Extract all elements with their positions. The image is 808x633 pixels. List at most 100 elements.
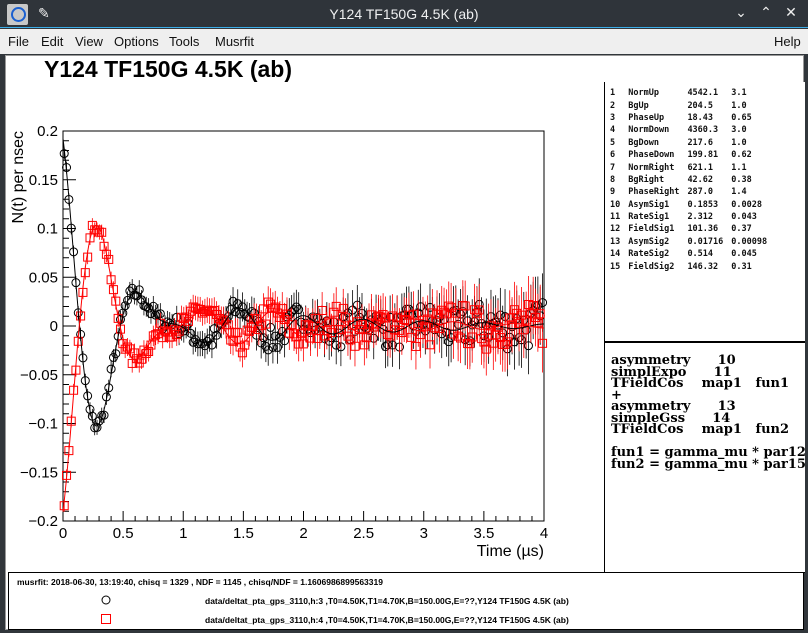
data-point — [289, 329, 299, 339]
param-value: 621.1 — [687, 162, 714, 173]
param-row: 13 AsymSig2 0.01716 0.00098 — [610, 236, 775, 248]
data-point — [331, 301, 341, 311]
data-point — [277, 304, 287, 314]
param-value: 0.514 — [687, 249, 714, 260]
data-point — [174, 326, 184, 336]
param-value: 4542.1 — [687, 88, 719, 99]
data-point — [235, 342, 245, 352]
parameter-table: 1 NormUp 4542.1 3.1 2 BgUp 204.5 1.0 3 PhaseUp 18.… — [604, 82, 805, 342]
pin-icon[interactable]: ✎ — [38, 5, 50, 21]
legend: musrfit: 2018-06-30, 13:19:40, chisq = 1… — [8, 572, 804, 630]
data-point — [477, 334, 487, 344]
menu-edit[interactable]: Edit — [41, 34, 64, 49]
y-tick-label: 0.2 — [37, 123, 58, 140]
param-row: 7 NormRight 621.1 1.1 — [610, 161, 775, 173]
param-name: PhaseRight — [628, 187, 680, 198]
menu-file[interactable]: File — [8, 34, 29, 49]
param-row: 4 NormDown 4360.3 3.0 — [610, 124, 775, 136]
data-point — [425, 302, 435, 312]
legend-marker-circle — [101, 595, 111, 605]
param-name: PhaseDown — [628, 150, 675, 161]
data-point — [280, 336, 290, 346]
plot-title: Y124 TF150G 4.5K (ab) — [44, 56, 292, 82]
param-error: 1.1 — [731, 162, 747, 173]
param-name: AsymSig2 — [628, 236, 670, 247]
data-point — [538, 338, 548, 348]
param-value: 0.01716 — [687, 236, 724, 247]
root-canvas[interactable]: 0 0.5 1 1.5 2 2.5 3 3.5 4 −0.2 −0.15 −0.1 −0.05 0 0.05… — [5, 55, 806, 630]
param-error: 0.31 — [731, 261, 752, 272]
data-point — [106, 275, 116, 285]
data-point — [172, 312, 182, 322]
legend-entry: data/deltat_pta_gps_3110,h:3 ,T0=4.50K,T… — [205, 596, 569, 606]
minimize-icon[interactable]: ⌄ — [735, 4, 747, 20]
close-icon[interactable]: ✕ — [785, 4, 797, 20]
data-point — [130, 348, 140, 358]
data-point — [294, 339, 304, 349]
param-name: BgUp — [628, 100, 649, 111]
data-point — [144, 303, 154, 313]
data-point — [101, 249, 111, 259]
data-point — [118, 339, 128, 349]
plot-area[interactable]: 0 0.5 1 1.5 2 2.5 3 3.5 4 −0.2 −0.15 −0.1 −0.05 0 0.05… — [6, 56, 604, 572]
data-point — [301, 320, 311, 330]
param-error: 0.00098 — [731, 236, 768, 247]
data-point — [359, 340, 369, 350]
param-row: 8 BgRight 42.62 0.38 — [610, 174, 775, 186]
data-point — [345, 335, 355, 345]
data-point — [380, 342, 390, 352]
x-tick-label: 0.5 — [113, 525, 134, 542]
param-index: 3 — [610, 112, 616, 123]
menu-tools[interactable]: Tools — [169, 34, 200, 49]
param-index: 8 — [610, 174, 616, 185]
data-point — [127, 358, 137, 368]
data-point — [200, 307, 210, 317]
param-value: 42.62 — [687, 174, 714, 185]
param-row: 15 FieldSig2 146.32 0.31 — [610, 260, 775, 272]
data-point — [521, 315, 531, 325]
data-point — [406, 332, 416, 342]
data-point — [404, 310, 414, 320]
data-point — [120, 301, 130, 311]
data-point — [516, 310, 526, 320]
data-point — [505, 313, 515, 323]
data-point — [458, 300, 468, 310]
menu-help[interactable]: Help — [774, 34, 801, 49]
data-point — [470, 305, 480, 315]
data-point — [268, 303, 278, 313]
data-point — [512, 308, 522, 318]
data-point — [355, 325, 365, 335]
data-point — [209, 324, 219, 334]
maximize-icon[interactable]: ⌃ — [760, 4, 772, 20]
param-value: 287.0 — [687, 187, 714, 198]
fit-curve — [62, 224, 544, 512]
data-point — [324, 317, 334, 327]
x-tick-label: 0 — [59, 525, 67, 542]
data-point — [263, 297, 273, 307]
param-name: NormRight — [628, 162, 675, 173]
param-row: 9 PhaseRight 287.0 1.4 — [610, 186, 775, 198]
data-point — [329, 307, 339, 317]
param-name: FieldSig1 — [628, 224, 675, 235]
data-point — [331, 340, 341, 350]
data-point — [223, 320, 233, 330]
menu-view[interactable]: View — [75, 34, 103, 49]
data-point — [200, 341, 210, 351]
x-tick-label: 1.5 — [233, 525, 254, 542]
data-point — [523, 300, 533, 310]
data-point — [411, 341, 421, 351]
x-tick-label: 2.5 — [353, 525, 374, 542]
param-name: NormDown — [628, 125, 670, 136]
data-point — [453, 331, 463, 341]
data-point — [179, 314, 189, 324]
menu-options[interactable]: Options — [114, 34, 159, 49]
data-point — [387, 340, 397, 350]
data-point — [205, 334, 215, 344]
data-point — [94, 416, 104, 426]
x-axis-label: Time (µs) — [477, 543, 544, 560]
data-point — [169, 324, 179, 334]
data-point — [500, 339, 510, 349]
data-point — [409, 309, 419, 319]
data-point — [439, 307, 449, 317]
menu-musrfit[interactable]: Musrfit — [215, 34, 254, 49]
